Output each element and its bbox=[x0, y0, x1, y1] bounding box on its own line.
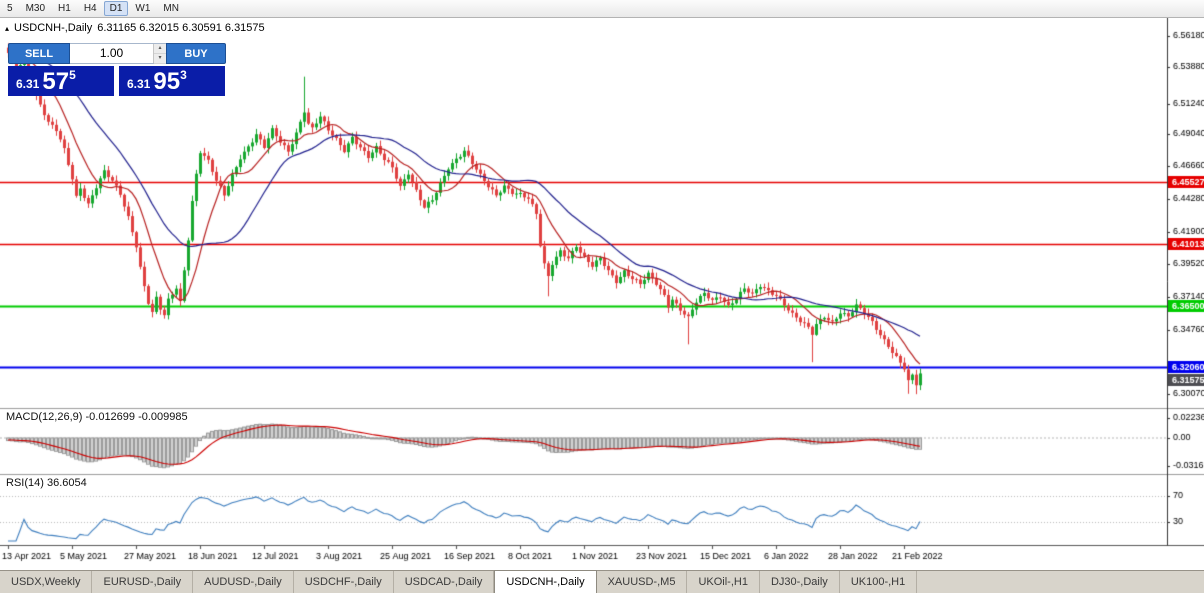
buy-button[interactable]: BUY bbox=[166, 43, 226, 64]
ohlc-values: 6.31165 6.32015 6.30591 6.31575 bbox=[97, 22, 265, 34]
tab-ukoil-h1[interactable]: UKOil-,H1 bbox=[687, 571, 760, 593]
one-click-trade-panel: SELL 1.00 ▴ ▾ BUY 6.31 57 5 6.31 95 3 bbox=[8, 43, 226, 96]
volume-box: 1.00 ▴ ▾ bbox=[70, 43, 166, 64]
buy-price-display[interactable]: 6.31 95 3 bbox=[119, 66, 225, 96]
tab-uk100-h1[interactable]: UK100-,H1 bbox=[840, 571, 918, 593]
rsi-name: RSI(14) bbox=[6, 477, 44, 489]
buy-price-pips: 95 bbox=[153, 68, 181, 95]
buy-price-point: 3 bbox=[180, 68, 187, 82]
rsi-value: 36.6054 bbox=[46, 477, 87, 489]
timeframe-5[interactable]: 5 bbox=[7, 3, 13, 14]
sell-price-display[interactable]: 6.31 57 5 bbox=[8, 66, 114, 96]
tab-usdx-weekly[interactable]: USDX,Weekly bbox=[0, 571, 93, 593]
tab-audusd-daily[interactable]: AUDUSD-,Daily bbox=[193, 571, 294, 593]
timeframe-h4[interactable]: H4 bbox=[83, 3, 97, 14]
tab-xauusd-m5[interactable]: XAUUSD-,M5 bbox=[597, 571, 688, 593]
volume-input[interactable]: 1.00 bbox=[99, 46, 124, 60]
sell-button[interactable]: SELL bbox=[8, 43, 70, 64]
macd-values: -0.012699 -0.009985 bbox=[85, 411, 188, 423]
timeframe-mn[interactable]: MN bbox=[163, 3, 179, 14]
timeframe-d1[interactable]: D1 bbox=[103, 1, 129, 16]
tab-usdcnh-daily[interactable]: USDCNH-,Daily bbox=[494, 570, 597, 593]
timeframe-toolbar: 5 M30 H1 H4 D1 W1 MN bbox=[0, 0, 1204, 18]
volume-spinner: ▴ ▾ bbox=[153, 44, 166, 64]
chart-tabs-bar: USDX,Weekly EURUSD-,Daily AUDUSD-,Daily USD… bbox=[0, 570, 1204, 593]
chart-canvas[interactable] bbox=[0, 18, 1204, 570]
sell-price-point: 5 bbox=[69, 68, 76, 82]
tab-usdchf-daily[interactable]: USDCHF-,Daily bbox=[294, 571, 394, 593]
macd-name: MACD(12,26,9) bbox=[6, 411, 83, 423]
timeframe-h1[interactable]: H1 bbox=[58, 3, 71, 14]
timeframe-m30[interactable]: M30 bbox=[25, 3, 46, 14]
macd-indicator-label: MACD(12,26,9) -0.012699 -0.009985 bbox=[6, 411, 188, 423]
chart-window: ▴ USDCNH-,Daily 6.31165 6.32015 6.30591 … bbox=[0, 18, 1204, 570]
volume-down-icon[interactable]: ▾ bbox=[154, 54, 166, 64]
symbol-period-label: USDCNH-,Daily bbox=[14, 22, 93, 34]
tab-dj30-daily[interactable]: DJ30-,Daily bbox=[760, 571, 840, 593]
tab-usdcad-daily[interactable]: USDCAD-,Daily bbox=[394, 571, 495, 593]
sell-price-pips: 57 bbox=[42, 68, 70, 95]
timeframe-w1[interactable]: W1 bbox=[135, 3, 151, 14]
chart-title: ▴ USDCNH-,Daily 6.31165 6.32015 6.30591 … bbox=[5, 22, 265, 34]
volume-up-icon[interactable]: ▴ bbox=[154, 44, 166, 54]
trade-panel-toggle-icon[interactable]: ▴ bbox=[5, 23, 10, 33]
sell-price-major: 6.31 bbox=[16, 77, 40, 91]
rsi-indicator-label: RSI(14) 36.6054 bbox=[6, 477, 87, 489]
buy-price-major: 6.31 bbox=[127, 77, 151, 91]
tab-eurusd-daily[interactable]: EURUSD-,Daily bbox=[92, 571, 194, 593]
